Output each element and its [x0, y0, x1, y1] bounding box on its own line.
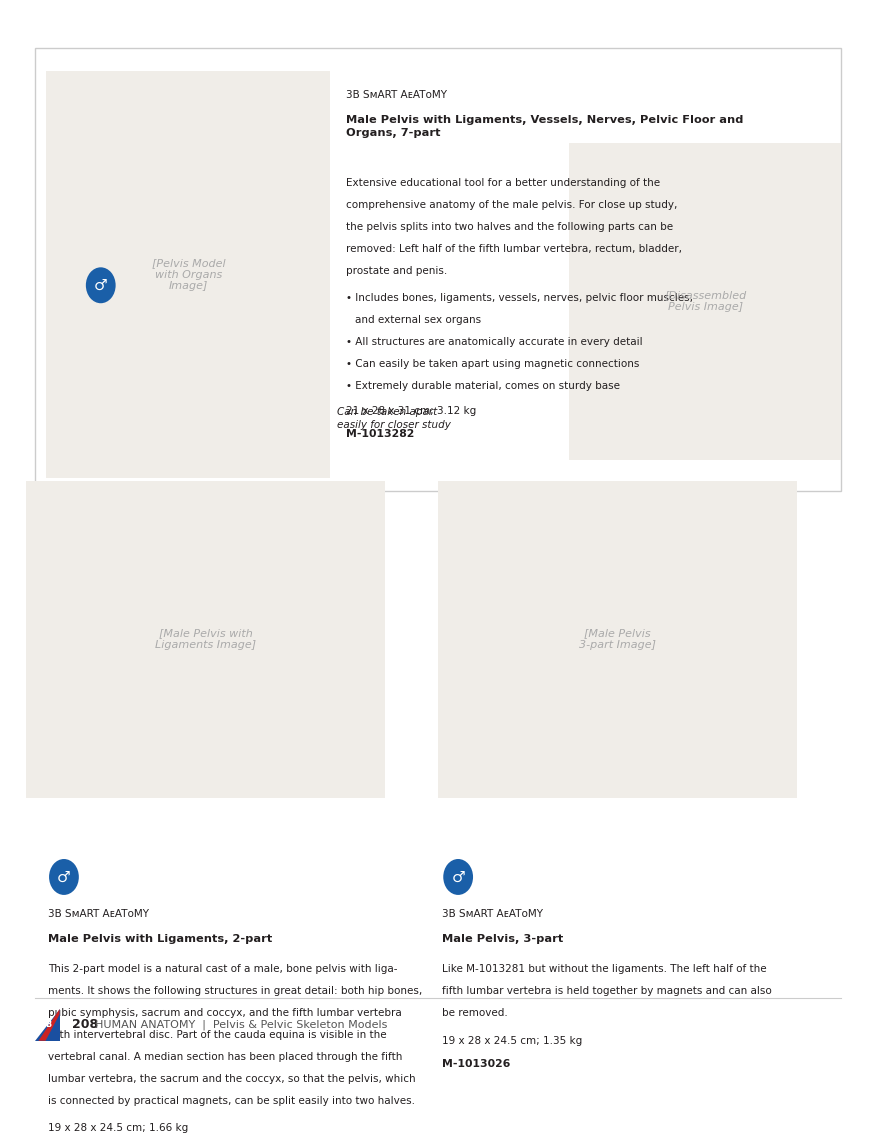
Circle shape	[49, 859, 79, 895]
Text: This 2-part model is a natural cast of a male, bone pelvis with liga-: This 2-part model is a natural cast of a…	[48, 964, 398, 974]
Text: ♂: ♂	[94, 277, 108, 293]
Text: ♂: ♂	[57, 869, 71, 884]
FancyBboxPatch shape	[438, 480, 797, 798]
Text: Male Pelvis with Ligaments, Vessels, Nerves, Pelvic Floor and
Organs, 7-part: Male Pelvis with Ligaments, Vessels, Ner…	[346, 115, 744, 138]
Polygon shape	[39, 1009, 60, 1041]
FancyBboxPatch shape	[46, 71, 330, 478]
Text: 3B SᴍART AᴇATᴏMY: 3B SᴍART AᴇATᴏMY	[346, 90, 447, 99]
Text: ments. It shows the following structures in great detail: both hip bones,: ments. It shows the following structures…	[48, 986, 422, 996]
Text: Like M-1013281 but without the ligaments. The left half of the: Like M-1013281 but without the ligaments…	[442, 964, 767, 974]
FancyBboxPatch shape	[26, 480, 385, 798]
Text: pubic symphysis, sacrum and coccyx, and the fifth lumbar vertebra: pubic symphysis, sacrum and coccyx, and …	[48, 1009, 402, 1018]
Text: removed: Left half of the fifth lumbar vertebra, rectum, bladder,: removed: Left half of the fifth lumbar v…	[346, 244, 682, 253]
Text: HUMAN ANATOMY  |  Pelvis & Pelvic Skeleton Models: HUMAN ANATOMY | Pelvis & Pelvic Skeleton…	[95, 1020, 387, 1030]
Text: with intervertebral disc. Part of the cauda equina is visible in the: with intervertebral disc. Part of the ca…	[48, 1030, 387, 1041]
Text: fifth lumbar vertebra is held together by magnets and can also: fifth lumbar vertebra is held together b…	[442, 986, 772, 996]
Text: [Male Pelvis
3-part Image]: [Male Pelvis 3-part Image]	[579, 629, 656, 650]
Text: 21 x 28 x 31 cm; 3.12 kg: 21 x 28 x 31 cm; 3.12 kg	[346, 406, 477, 416]
Text: Male Pelvis with Ligaments, 2-part: Male Pelvis with Ligaments, 2-part	[48, 934, 272, 945]
Circle shape	[443, 859, 473, 895]
Text: and external sex organs: and external sex organs	[355, 315, 481, 325]
Text: 3B SᴍART AᴇATᴏMY: 3B SᴍART AᴇATᴏMY	[442, 908, 543, 919]
Text: • Includes bones, ligaments, vessels, nerves, pelvic floor muscles,: • Includes bones, ligaments, vessels, ne…	[346, 293, 693, 304]
Text: the pelvis splits into two halves and the following parts can be: the pelvis splits into two halves and th…	[346, 221, 673, 232]
Text: vertebral canal. A median section has been placed through the fifth: vertebral canal. A median section has be…	[48, 1052, 403, 1062]
Polygon shape	[35, 1009, 60, 1041]
Text: Can be taken apart
easily for closer study: Can be taken apart easily for closer stu…	[337, 407, 451, 430]
Text: M-1013282: M-1013282	[346, 429, 414, 439]
Text: Extensive educational tool for a better understanding of the: Extensive educational tool for a better …	[346, 178, 661, 188]
FancyBboxPatch shape	[569, 143, 841, 460]
Text: be removed.: be removed.	[442, 1009, 508, 1018]
Text: lumbar vertebra, the sacrum and the coccyx, so that the pelvis, which: lumbar vertebra, the sacrum and the cocc…	[48, 1074, 416, 1084]
Text: • Can easily be taken apart using magnetic connections: • Can easily be taken apart using magnet…	[346, 358, 639, 369]
Text: Male Pelvis, 3-part: Male Pelvis, 3-part	[442, 934, 563, 945]
Text: M-1013026: M-1013026	[442, 1059, 511, 1069]
Text: ♂: ♂	[451, 869, 465, 884]
FancyBboxPatch shape	[35, 48, 841, 492]
Text: • All structures are anatomically accurate in every detail: • All structures are anatomically accura…	[346, 337, 643, 347]
Text: [Male Pelvis with
Ligaments Image]: [Male Pelvis with Ligaments Image]	[155, 629, 257, 650]
Text: 3B: 3B	[42, 1020, 53, 1029]
Text: 208: 208	[72, 1019, 98, 1031]
Text: 19 x 28 x 24.5 cm; 1.35 kg: 19 x 28 x 24.5 cm; 1.35 kg	[442, 1036, 583, 1046]
Text: 3B SᴍART AᴇATᴏMY: 3B SᴍART AᴇATᴏMY	[48, 908, 149, 919]
Text: [Disassembled
Pelvis Image]: [Disassembled Pelvis Image]	[664, 290, 746, 311]
Text: prostate and penis.: prostate and penis.	[346, 266, 448, 276]
Text: 19 x 28 x 24.5 cm; 1.66 kg: 19 x 28 x 24.5 cm; 1.66 kg	[48, 1123, 188, 1133]
Text: is connected by practical magnets, can be split easily into two halves.: is connected by practical magnets, can b…	[48, 1095, 415, 1106]
Circle shape	[86, 267, 116, 304]
Text: [Pelvis Model
with Organs
Image]: [Pelvis Model with Organs Image]	[152, 258, 225, 291]
Text: • Extremely durable material, comes on sturdy base: • Extremely durable material, comes on s…	[346, 381, 620, 390]
Text: comprehensive anatomy of the male pelvis. For close up study,: comprehensive anatomy of the male pelvis…	[346, 200, 677, 210]
